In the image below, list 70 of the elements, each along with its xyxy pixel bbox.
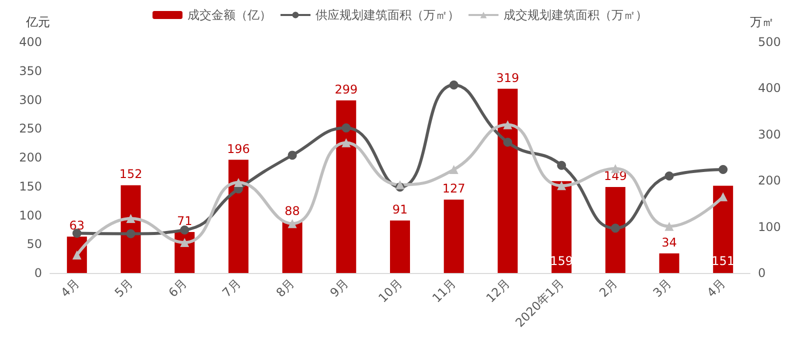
data-label: 299 <box>334 82 358 96</box>
y-tick-label: 200 <box>19 150 42 164</box>
y-tick-label: 400 <box>19 35 42 49</box>
bar <box>336 100 356 273</box>
data-label: 91 <box>392 202 408 216</box>
point <box>288 150 297 160</box>
x-tick-label: 2月 <box>596 276 620 300</box>
point <box>234 178 243 187</box>
bar <box>444 200 464 273</box>
bar <box>390 220 410 273</box>
bar <box>498 88 518 273</box>
bar <box>282 222 302 273</box>
point <box>342 138 351 148</box>
x-tick-label: 8月 <box>273 276 298 300</box>
point <box>180 226 190 235</box>
point <box>503 120 512 130</box>
data-label: 63 <box>69 218 85 233</box>
data-label: 34 <box>662 235 677 250</box>
point <box>449 80 458 90</box>
x-tick-label: 11月 <box>430 276 459 306</box>
y2-tick-label: 400 <box>758 81 781 96</box>
legend-label: 成交规划建筑面积（万㎡） <box>504 8 648 22</box>
legend-label: 成交金额（亿） <box>188 8 272 22</box>
y-tick-label: 50 <box>26 237 42 252</box>
y-tick-label: 350 <box>19 64 42 78</box>
point <box>180 238 190 248</box>
bar <box>228 160 248 273</box>
bar <box>605 186 626 273</box>
point <box>664 171 674 180</box>
data-label: 196 <box>227 142 250 156</box>
point <box>557 181 566 190</box>
y2-tick-label: 100 <box>758 220 781 234</box>
x-tick-label: 3月 <box>650 276 674 300</box>
point <box>718 165 728 174</box>
x-tick-label: 6月 <box>166 276 190 300</box>
x-tick-label: 10月 <box>376 276 405 306</box>
point <box>610 224 620 233</box>
point <box>503 138 512 147</box>
y2-tick-label: 200 <box>758 174 781 188</box>
y2-axis-title: 万㎡ <box>750 15 774 29</box>
y-tick-label: 250 <box>19 122 42 136</box>
x-tick-label: 4月 <box>58 276 82 300</box>
point <box>126 214 136 223</box>
point <box>342 123 351 132</box>
y2-tick-label: 0 <box>758 266 766 280</box>
y-axis-title: 亿元 <box>25 15 50 29</box>
point <box>557 160 566 170</box>
data-label: 88 <box>284 204 300 218</box>
y-tick-label: 100 <box>19 208 42 222</box>
point <box>449 165 458 174</box>
y-tick-label: 0 <box>34 266 42 280</box>
point <box>288 219 297 228</box>
y-tick-label: 300 <box>19 92 42 107</box>
x-tick-label: 7月 <box>220 276 244 300</box>
data-label: 152 <box>119 167 142 182</box>
y2-tick-label: 300 <box>758 127 781 142</box>
data-label: 319 <box>496 70 520 85</box>
legend-label: 供应规划建筑面积（万㎡） <box>316 8 460 22</box>
bar <box>659 253 680 273</box>
x-tick-label: 5月 <box>112 276 136 300</box>
y-tick-label: 150 <box>19 179 42 194</box>
point <box>664 222 674 231</box>
x-tick-label: 12月 <box>483 276 513 306</box>
y2-tick-label: 500 <box>758 35 781 49</box>
data-label: 71 <box>176 214 192 228</box>
point <box>126 229 136 238</box>
x-tick-label: 9月 <box>327 276 352 300</box>
point <box>396 180 404 190</box>
data-label: 127 <box>442 182 466 196</box>
x-tick-label: 4月 <box>704 276 728 300</box>
